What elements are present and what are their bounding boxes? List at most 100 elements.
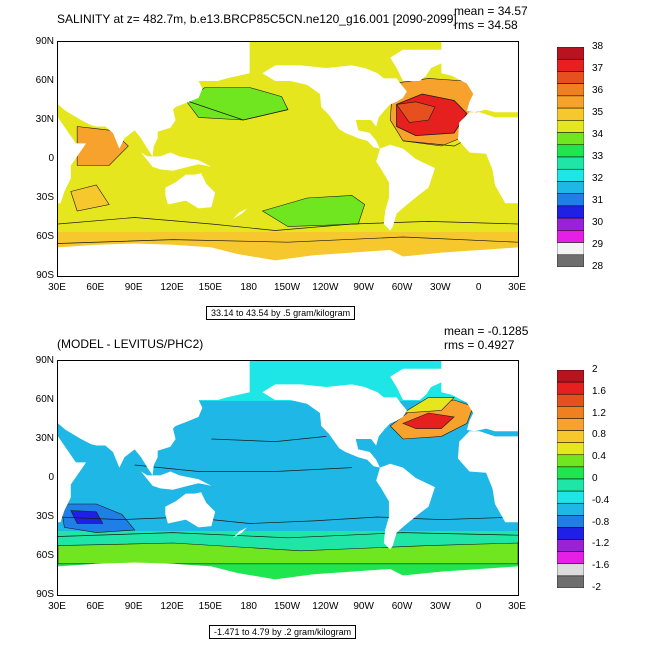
land-africa-west <box>457 431 518 523</box>
land-nz <box>233 527 248 538</box>
colorbar-label: 33 <box>592 151 604 162</box>
land-greenland <box>390 49 455 81</box>
x-tick-label: 120W <box>312 282 339 293</box>
x-tick-label: 30E <box>508 282 526 293</box>
field-south-pacific-fresh <box>261 195 366 227</box>
colorbar-label: 1.6 <box>592 385 606 397</box>
x-tick-label: 60E <box>86 601 105 612</box>
colorbar-swatch <box>556 393 585 407</box>
colorbar-label: 1.2 <box>592 407 606 419</box>
colorbar-label: -1.2 <box>592 538 610 550</box>
colorbar-svg <box>556 46 585 268</box>
colorbar-label: 38 <box>592 41 604 52</box>
contour-line <box>58 236 518 244</box>
colorbar-swatch <box>556 254 585 268</box>
colorbar-swatch <box>556 454 585 468</box>
top-rms: rms = 34.58 <box>454 18 518 32</box>
bottom-title: (MODEL - LEVITUS/PHC2) <box>57 337 204 351</box>
difference-map-svg <box>58 361 518 595</box>
land-south-america <box>376 144 435 231</box>
colorbar-swatch <box>556 144 585 158</box>
x-tick-label: 120W <box>312 601 339 612</box>
contour-line <box>58 532 518 539</box>
x-tick-label: 60W <box>391 282 413 293</box>
x-tick-label: 150E <box>198 282 222 293</box>
colorbar-swatch <box>556 168 585 182</box>
colorbar-swatch <box>556 46 585 60</box>
y-tick-label: 0 <box>48 472 54 483</box>
colorbar-swatch <box>556 217 585 231</box>
x-tick-label: 30W <box>430 282 451 293</box>
x-tick-label: 150W <box>273 601 301 612</box>
x-tick-label: 30E <box>48 282 66 293</box>
x-tick-label: 60E <box>86 282 105 293</box>
field-north-pacific-fresh <box>185 87 289 121</box>
top-range-note: 33.14 to 43.54 by .5 gram/kilogram <box>206 306 356 320</box>
contour-line <box>134 464 352 472</box>
bottom-range-note: -1.471 to 4.79 by .2 gram/kilogram <box>209 625 357 639</box>
x-tick-label: 30E <box>508 601 526 612</box>
colorbar-swatch <box>556 466 585 480</box>
y-tick-label: 60S <box>36 231 54 242</box>
colorbar-swatch <box>556 406 585 419</box>
colorbar-swatch <box>556 381 585 395</box>
land-south-america <box>376 463 435 550</box>
colorbar-swatch <box>556 490 585 504</box>
land-africa <box>58 436 87 523</box>
salinity-map-svg <box>58 42 518 276</box>
difference-colorbar <box>556 369 585 589</box>
x-tick-label: 90E <box>124 282 143 293</box>
y-tick-label: 60N <box>35 394 54 405</box>
y-tick-label: 30S <box>36 511 54 522</box>
land-europe-east <box>441 42 518 113</box>
colorbar-label: 36 <box>592 85 604 96</box>
colorbar-swatch <box>556 83 585 97</box>
colorbar-swatch <box>556 156 585 170</box>
colorbar-swatch <box>556 442 585 456</box>
colorbar-label: 30 <box>592 217 604 228</box>
land-greenland <box>390 368 455 400</box>
salinity-map <box>57 41 519 277</box>
bottom-rms: rms = 0.4927 <box>444 338 515 352</box>
colorbar-label: 2 <box>592 364 598 375</box>
colorbar-swatch <box>556 369 585 383</box>
field-atlantic-hot <box>396 101 436 123</box>
contour-line <box>58 516 518 524</box>
colorbar-label: 28 <box>592 261 604 272</box>
x-tick-label: 90E <box>124 601 143 612</box>
contour-line <box>211 436 327 442</box>
colorbar-swatch <box>556 95 585 109</box>
colorbar-label: 37 <box>592 63 604 74</box>
difference-map <box>57 360 519 596</box>
land-africa-west <box>457 112 518 204</box>
y-tick-label: 30S <box>36 192 54 203</box>
field-pacific-fresh <box>70 184 110 212</box>
top-title: SALINITY at z= 482.7m, b.e13.BRCP85C5CN.… <box>57 12 457 26</box>
field-labrador <box>402 397 455 414</box>
x-tick-label: 0 <box>475 282 482 293</box>
y-tick-label: 90S <box>36 270 54 281</box>
top-mean: mean = 34.57 <box>454 4 528 18</box>
colorbar-label: 0.4 <box>592 451 606 463</box>
colorbar-label: -2 <box>592 582 601 593</box>
y-tick-label: 90N <box>35 36 54 47</box>
colorbar-label: -1.6 <box>592 560 610 572</box>
x-tick-label: 0 <box>475 601 482 612</box>
colorbar-swatch <box>556 539 585 552</box>
x-tick-label: 180 <box>240 601 257 612</box>
colorbar-swatch <box>556 230 585 243</box>
colorbar-label: 31 <box>592 195 604 206</box>
colorbar-swatch <box>556 193 585 207</box>
colorbar-swatch <box>556 205 585 219</box>
colorbar-label: 29 <box>592 239 604 250</box>
colorbar-swatch <box>556 71 585 84</box>
land-africa <box>58 117 87 204</box>
colorbar-swatch <box>556 58 585 72</box>
colorbar-swatch <box>556 515 585 528</box>
colorbar-label: -0.4 <box>592 494 610 506</box>
contour-line <box>185 100 289 121</box>
land-eurasia <box>58 361 250 476</box>
y-tick-label: 30N <box>35 114 54 125</box>
colorbar-swatch <box>556 132 585 146</box>
y-tick-label: 90S <box>36 589 54 600</box>
